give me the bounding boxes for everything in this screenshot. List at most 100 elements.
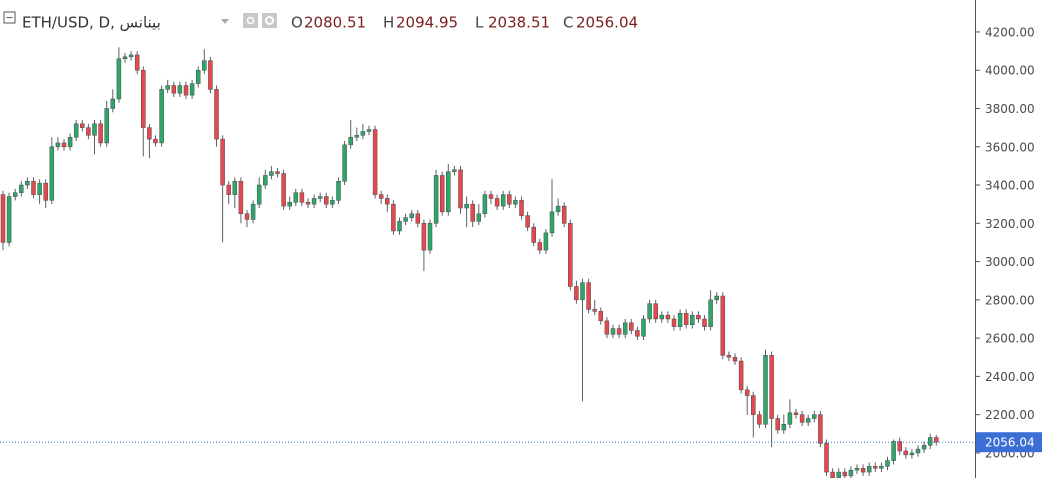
candle-body — [848, 469, 854, 477]
candle-body — [208, 60, 213, 90]
candle-body — [372, 129, 378, 195]
candle-body — [452, 169, 457, 172]
y-tick-label: 2200.00 — [985, 408, 1035, 422]
candle-body — [708, 299, 713, 327]
plot-area — [0, 47, 975, 478]
candle-body — [598, 311, 604, 322]
candle-body — [202, 60, 207, 71]
candle-body — [269, 171, 274, 176]
candle-body — [683, 312, 689, 325]
symbol-title: ETH/USD, D, بينانس — [22, 14, 161, 32]
candle-body — [787, 412, 793, 425]
last-price-label: 2056.04 — [985, 436, 1035, 450]
candle-body — [275, 171, 280, 174]
candle-body — [293, 192, 299, 203]
candle-body — [189, 83, 195, 96]
candle-body — [427, 223, 433, 251]
candle-body — [897, 441, 902, 452]
dropdown-arrow[interactable] — [221, 19, 229, 24]
y-tick-label: 2400.00 — [985, 370, 1035, 384]
candle-body — [214, 89, 219, 140]
candle-body — [73, 123, 79, 138]
candle-body — [195, 69, 201, 84]
candle-body — [610, 328, 616, 335]
candle-body — [232, 180, 238, 195]
settings-icon[interactable] — [262, 13, 277, 28]
candle-body — [866, 466, 872, 473]
candle-body — [653, 303, 658, 320]
candle-body — [555, 205, 561, 213]
candle-body — [665, 314, 671, 320]
candle-body — [622, 322, 628, 335]
ohlc-value: 2056.04 — [576, 14, 638, 32]
candle-body — [409, 213, 414, 218]
candle-body — [86, 127, 91, 136]
candle-body — [244, 213, 250, 220]
candle-body — [812, 414, 817, 419]
y-tick-label: 3000.00 — [985, 255, 1035, 269]
candle-body — [476, 213, 482, 222]
candle-body — [720, 295, 726, 356]
candle-body — [781, 423, 787, 431]
candle-body — [647, 303, 652, 320]
candle-body — [775, 418, 780, 431]
candle-body — [378, 194, 384, 199]
candle-body — [385, 198, 390, 205]
candle-body — [238, 180, 244, 214]
candle-body — [49, 146, 55, 201]
ohlc-label: L — [475, 14, 484, 32]
candle-body — [421, 223, 427, 251]
candle-body — [415, 213, 421, 224]
candle-body — [360, 131, 366, 136]
ohlc-label: C — [563, 14, 573, 32]
eye-icon[interactable] — [243, 13, 258, 28]
y-tick-label: 3400.00 — [985, 179, 1035, 193]
candle-body — [311, 198, 317, 205]
candle-body — [903, 450, 909, 456]
candle-body — [446, 171, 451, 213]
y-tick-label: 3200.00 — [985, 217, 1035, 231]
candle-body — [580, 282, 585, 301]
candle-body — [586, 282, 591, 310]
candle-body — [744, 389, 750, 396]
candle-body — [934, 437, 939, 443]
candle-body — [860, 467, 866, 473]
candle-body — [513, 200, 518, 205]
candle-body — [263, 175, 268, 186]
candle-body — [830, 471, 835, 478]
legend-header: ETH/USD, D, بينانس O 2080.51 H 2094.95 L 2038… — [3, 11, 638, 32]
candle-body — [696, 314, 701, 320]
candle-body — [281, 173, 286, 207]
candle-body — [299, 192, 305, 203]
candle-body — [702, 318, 707, 327]
candle-body — [616, 328, 622, 335]
candle-body — [403, 217, 408, 222]
candle-body — [671, 318, 677, 327]
candle-body — [256, 184, 262, 205]
candle-body — [0, 194, 6, 243]
candle-body — [287, 202, 292, 207]
y-tick-label: 3600.00 — [985, 140, 1035, 154]
candle-body — [159, 89, 164, 144]
y-tick-label: 2600.00 — [985, 332, 1035, 346]
candle-body — [677, 312, 683, 327]
candle-body — [757, 414, 762, 425]
candle-body — [561, 205, 567, 224]
candle-body — [470, 203, 475, 222]
candle-body — [177, 85, 183, 94]
candle-body — [525, 215, 530, 228]
candle-body — [519, 200, 524, 216]
candle-body — [61, 142, 67, 148]
y-tick-label: 3800.00 — [985, 102, 1035, 116]
candle-body — [134, 54, 140, 71]
candle-body — [836, 471, 841, 478]
candle-body — [763, 355, 768, 425]
candle-body — [531, 226, 536, 243]
candle-body — [153, 138, 158, 144]
candle-body — [391, 203, 396, 232]
candle-body — [915, 448, 921, 454]
candle-body — [305, 202, 311, 205]
candle-body — [568, 223, 573, 287]
candle-body — [37, 182, 42, 195]
